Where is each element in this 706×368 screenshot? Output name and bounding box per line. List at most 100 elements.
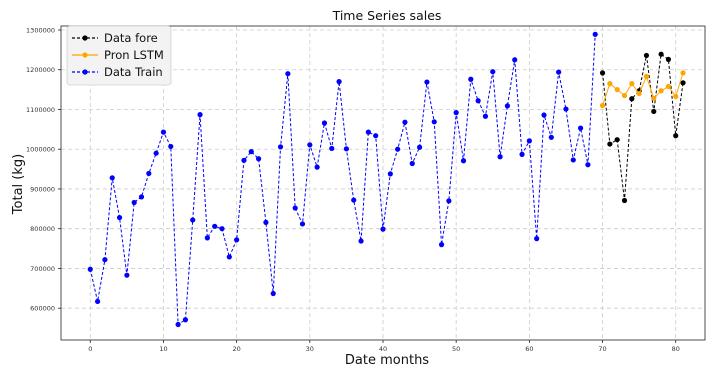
data-point-data-train (87, 266, 93, 272)
data-point-pron-lstm (621, 92, 628, 99)
data-point-data-train (197, 112, 203, 118)
data-point-data-train (314, 164, 320, 170)
data-point-data-train (226, 254, 232, 260)
data-point-data-train (541, 112, 547, 118)
y-tick-label: 700000 (30, 265, 55, 273)
data-point-pron-lstm (607, 81, 613, 87)
data-point-data-train (380, 226, 386, 232)
data-point-data-fore (665, 56, 672, 62)
data-point-data-train (182, 317, 189, 323)
data-point-data-train (212, 223, 218, 229)
data-point-data-train (453, 110, 459, 116)
data-point-data-train (585, 162, 591, 168)
data-point-data-train (512, 57, 518, 63)
data-point-data-train (190, 217, 196, 223)
data-point-data-train (395, 146, 401, 152)
data-point-data-train (402, 119, 408, 125)
data-point-data-train (438, 242, 445, 248)
legend-swatch-marker (82, 52, 88, 58)
x-axis-label: Date months (345, 353, 429, 368)
y-tick-label: 1000000 (26, 146, 55, 154)
series-pron-lstm (599, 70, 686, 109)
series-data-train (87, 31, 598, 328)
data-point-data-train (358, 238, 364, 244)
data-point-data-train (577, 125, 584, 131)
y-tick-label: 600000 (30, 305, 55, 313)
data-point-data-train (248, 149, 254, 155)
y-tick-label: 800000 (30, 225, 55, 233)
data-point-data-train (241, 157, 247, 163)
data-point-data-fore (614, 137, 620, 143)
x-axis-ticks: 0 10 20 30 40 50 60 70 80 (88, 340, 680, 353)
series-line-data-fore (602, 53, 684, 201)
data-point-data-train (292, 205, 298, 211)
data-point-data-train (138, 194, 145, 200)
data-point-data-train (204, 235, 210, 241)
x-tick-label: 80 (672, 345, 680, 353)
x-tick-label: 20 (232, 345, 240, 353)
data-point-data-fore (643, 52, 650, 59)
x-tick-label: 10 (159, 345, 167, 353)
data-point-pron-lstm (636, 90, 642, 97)
grid (61, 26, 705, 340)
legend-items: Data fore Pron LSTM Data Train (72, 31, 164, 79)
data-point-pron-lstm (643, 73, 650, 80)
data-point-data-train (504, 103, 511, 109)
data-point-data-fore (680, 80, 686, 86)
data-point-data-train (299, 221, 306, 227)
y-tick-label: 1200000 (26, 66, 55, 74)
data-point-data-train (277, 144, 284, 150)
legend-swatch-marker (82, 35, 88, 41)
data-point-data-train (351, 197, 357, 203)
data-point-data-train (109, 175, 115, 181)
x-tick-label: 60 (525, 345, 533, 353)
data-point-data-train (270, 290, 276, 297)
data-point-data-train (373, 133, 379, 139)
data-point-data-train (336, 79, 342, 85)
data-point-data-train (519, 151, 525, 157)
data-point-data-train (424, 79, 430, 85)
data-point-data-train (263, 219, 269, 225)
data-point-data-train (153, 150, 159, 156)
data-point-data-train (468, 76, 474, 82)
data-point-data-train (124, 272, 130, 278)
data-point-pron-lstm (599, 102, 606, 109)
data-point-data-train (160, 129, 167, 135)
data-point-data-fore (621, 197, 628, 204)
data-point-data-train (146, 170, 152, 177)
legend-item-data-fore: Data fore (72, 31, 158, 45)
legend-label: Pron LSTM (104, 48, 164, 62)
legend-item-pron-lstm: Pron LSTM (72, 48, 164, 62)
y-axis-ticks: 600000 700000 800000 900000 1000000 1100000 12… (26, 26, 61, 313)
data-point-data-train (343, 146, 350, 152)
data-point-data-train (475, 98, 481, 104)
x-tick-label: 70 (598, 345, 606, 353)
data-point-data-train (409, 160, 415, 167)
data-point-data-train (548, 134, 554, 140)
data-point-data-train (329, 145, 335, 152)
y-axis-label: Total (kg) (11, 154, 26, 215)
data-point-data-train (592, 31, 598, 37)
data-point-data-train (570, 157, 576, 163)
data-point-pron-lstm (614, 86, 620, 93)
legend: Data fore Pron LSTM Data Train (66, 25, 172, 86)
data-point-data-train (416, 144, 423, 150)
data-point-pron-lstm (651, 95, 657, 101)
data-point-data-fore (651, 108, 657, 115)
data-point-data-train (175, 321, 181, 328)
legend-swatch-marker (82, 69, 88, 75)
data-point-pron-lstm (658, 88, 664, 94)
data-point-data-train (387, 171, 393, 177)
data-point-data-fore (629, 96, 635, 102)
data-point-data-train (497, 154, 503, 160)
data-point-data-train (534, 236, 540, 242)
data-point-data-fore (658, 51, 664, 57)
series-layer (87, 31, 686, 328)
x-tick-label: 0 (88, 345, 92, 353)
data-point-data-train (234, 237, 240, 243)
legend-box (66, 25, 172, 86)
data-point-data-train (255, 156, 262, 162)
data-point-data-train (556, 69, 562, 75)
data-point-data-fore (673, 133, 679, 139)
